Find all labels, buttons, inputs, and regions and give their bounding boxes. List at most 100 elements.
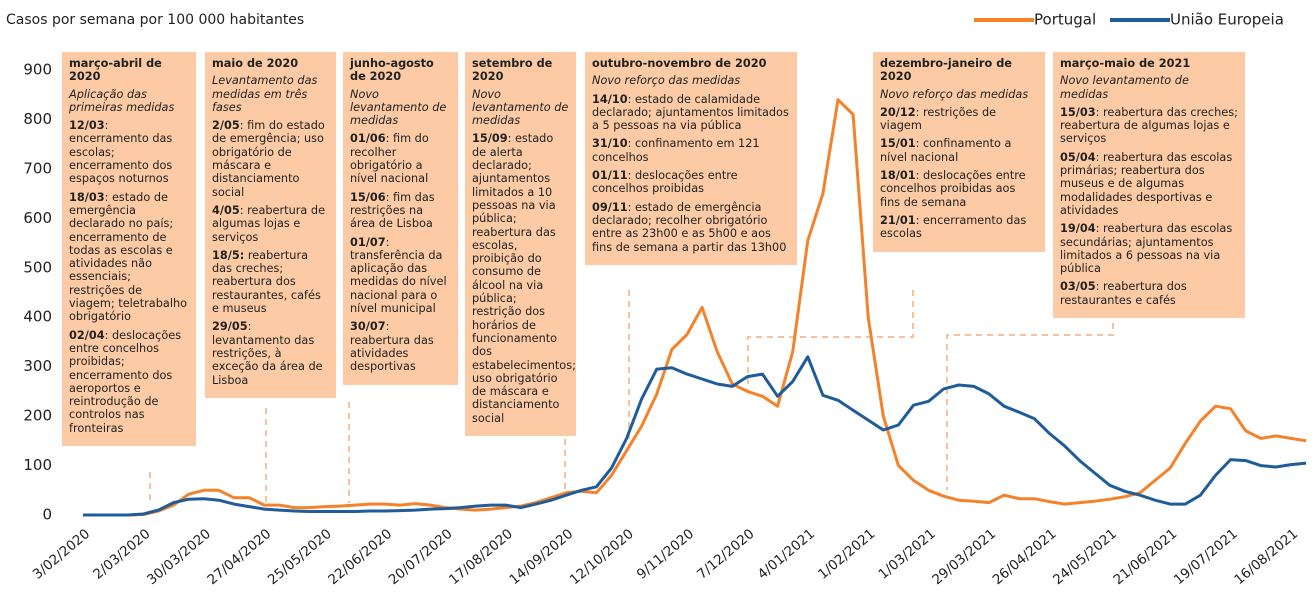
y-tick-label: 600 (23, 209, 52, 227)
x-tick-label: 21/06/2021 (1110, 526, 1180, 588)
y-tick-label: 500 (23, 258, 52, 276)
item-date: 18/01 (880, 169, 916, 183)
item-text: : deslocações entre concelhos proibidas (592, 169, 738, 196)
item-date: 31/10 (592, 137, 628, 151)
annotation-item: 01/11: deslocações entre concelhos proib… (592, 169, 790, 196)
item-text: : fim do recolher obrigatório a nível na… (350, 132, 429, 186)
item-date: 15/03 (1060, 105, 1096, 119)
annotation-box: outubro-novembro de 2020 Novo reforço das… (585, 52, 797, 265)
item-text: : encerramento das escolas (880, 213, 1027, 241)
y-tick-label: 400 (23, 308, 52, 326)
annotation-item: 4/05: reabertura de algumas lojas e serv… (212, 204, 329, 244)
annotation-box: maio de 2020 Levantamento das medidas em … (205, 52, 336, 398)
annotation-subtitle: Aplicação das primeiras medidas (69, 87, 175, 114)
item-text: : fim das restrições na área de Lisboa (350, 190, 435, 231)
x-tick-label: 24/05/2021 (1050, 526, 1120, 588)
annotation-title: setembro de 2020 (472, 57, 553, 84)
item-date: 12/03 (69, 119, 105, 133)
item-text: : estado de calamidade declarado; ajunta… (592, 92, 789, 133)
x-tick-label: 20/07/2020 (386, 526, 456, 588)
y-tick-label: 800 (23, 110, 52, 128)
annotation-item: 15/09: estado de alerta declarado; ajunt… (472, 132, 576, 425)
annotation-item: 30/07: reabertura das atividades desport… (350, 320, 451, 373)
item-date: 15/09 (472, 132, 508, 146)
x-tick-label: 7/12/2020 (694, 526, 757, 583)
x-tick-label: 26/04/2021 (990, 526, 1060, 588)
y-tick-label: 300 (23, 357, 52, 375)
y-tick-label: 900 (23, 61, 52, 79)
annotation-title: março-maio de 2021 (1060, 57, 1191, 70)
annotation-item: 15/03: reabertura das creches; reabertur… (1060, 106, 1238, 146)
annotation-title: junho-agosto de 2020 (350, 57, 434, 84)
annotation-item: 03/05: reabertura dos restaurantes e caf… (1060, 280, 1238, 307)
annotation-item: 18/01: deslocações entre concelhos proib… (880, 169, 1038, 209)
annotation-item: 12/03: encerramento das escolas; encerra… (69, 119, 189, 185)
annotation-item: 15/06: fim das restrições na área de Lis… (350, 191, 451, 231)
annotation-box: dezembro-janeiro de 2020 Novo reforço das… (873, 52, 1045, 252)
x-tick-label: 9/11/2020 (634, 526, 697, 583)
annotation-item: 14/10: estado de calamidade declarado; a… (592, 93, 790, 133)
annotation-box: setembro de 2020 Novo levantamento de med… (465, 52, 576, 437)
series-line (83, 98, 1307, 517)
item-date: 15/06 (350, 190, 386, 204)
item-text: : reabertura das escolas primárias; reab… (1060, 150, 1233, 217)
item-date: 2/05 (212, 119, 240, 133)
item-date: 30/07 (350, 320, 386, 334)
item-text: : reabertura das atividades desportivas (350, 320, 434, 374)
item-text: : confinamento em 121 concelhos (592, 137, 760, 164)
item-text: : reabertura das escolas secundárias; aj… (1060, 222, 1233, 276)
annotation-subtitle: Novo levantamento de medidas (350, 87, 447, 128)
x-tick-label: 4/01/2021 (755, 526, 818, 583)
annotation-title: maio de 2020 (212, 57, 299, 70)
legend-label: União Europeia (1170, 11, 1284, 29)
annotation-subtitle: Novo reforço das medidas (592, 74, 741, 88)
annotation-item: 21/01: encerramento das escolas (880, 214, 1038, 241)
y-tick-label: 200 (23, 407, 52, 425)
annotation-item: 19/04: reabertura das escolas secundária… (1060, 222, 1238, 275)
x-tick-label: 29/03/2021 (929, 526, 999, 588)
annotation-subtitle: Novo levantamento de medidas (472, 87, 569, 128)
x-tick-label: 30/03/2020 (144, 526, 214, 588)
x-tick-label: 22/06/2020 (325, 526, 395, 588)
annotation-subtitle: Levantamento das medidas em três fases (212, 74, 318, 114)
leader-line (747, 290, 914, 392)
annotation-item: 18/5: reabertura das creches; reabertura… (212, 249, 329, 315)
x-tick-label: 2/03/2020 (90, 526, 153, 583)
x-tick-label: 16/08/2021 (1231, 526, 1301, 588)
item-text: : levantamento das restrições, à exceção… (212, 320, 323, 387)
item-text: : transferência da aplicação das medidas… (350, 235, 447, 316)
annotation-box: junho-agosto de 2020 Novo levantamento de… (343, 52, 458, 385)
legend-label: Portugal (1034, 11, 1096, 29)
item-text: : fim do estado de emergência; uso obrig… (212, 119, 325, 199)
y-tick-label: 0 (42, 506, 52, 524)
item-date: 18/5: (212, 248, 245, 262)
item-date: 19/04 (1060, 222, 1096, 236)
annotation-item: 01/07: transferência da aplicação das me… (350, 236, 451, 316)
item-date: 05/04 (1060, 150, 1096, 164)
x-tick-label: 27/04/2020 (204, 526, 274, 588)
item-date: 01/06 (350, 132, 386, 146)
y-tick-label: 100 (23, 456, 52, 474)
item-date: 18/03 (69, 190, 105, 204)
annotation-item: 31/10: confinamento em 121 concelhos (592, 137, 790, 164)
item-text: : estado de alerta declarado; ajuntament… (472, 132, 576, 425)
item-date: 14/10 (592, 92, 628, 106)
x-tick-label: 17/08/2020 (446, 526, 516, 588)
item-date: 20/12 (880, 105, 916, 119)
item-text: : confinamento a nível nacional (880, 137, 1012, 164)
x-tick-label: 1/03/2021 (875, 526, 938, 583)
chart-title: Casos por semana por 100 000 habitantes (6, 12, 304, 28)
item-date: 29/05 (212, 320, 248, 334)
x-tick-label: 12/10/2020 (567, 526, 637, 588)
item-date: 09/11 (592, 200, 628, 214)
annotation-item: 20/12: restrições de viagem (880, 106, 1038, 133)
item-date: 02/04 (69, 328, 105, 342)
item-date: 03/05 (1060, 280, 1096, 294)
item-date: 01/07 (350, 235, 386, 249)
item-text: : restrições de viagem (880, 105, 997, 133)
item-date: 21/01 (880, 213, 916, 227)
annotation-item: 18/03: estado de emergência declarado no… (69, 191, 189, 324)
annotation-item: 29/05: levantamento das restrições, à ex… (212, 320, 329, 386)
annotation-box: março-abril de 2020 Aplicação das primeir… (62, 52, 196, 447)
